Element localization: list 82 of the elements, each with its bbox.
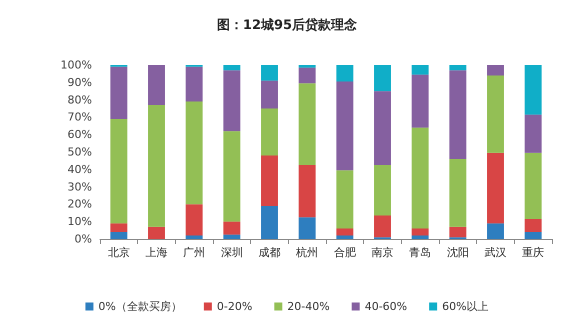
y-tick-label: 50% (68, 146, 92, 158)
y-tick-label: 100% (60, 58, 92, 72)
y-tick-label: 0% (74, 232, 92, 246)
bar (524, 65, 542, 115)
bar (298, 165, 316, 218)
bar (449, 70, 466, 159)
bar (223, 131, 240, 222)
bar (374, 91, 391, 166)
bar (412, 228, 429, 236)
x-tick-label: 广州 (183, 246, 206, 259)
bar (223, 222, 240, 235)
bar (449, 158, 466, 227)
x-tick-label: 成都 (258, 246, 280, 259)
bar (110, 223, 128, 232)
bar (374, 216, 391, 238)
bar (412, 128, 429, 229)
bar (110, 118, 128, 224)
bar (487, 152, 504, 224)
bar (186, 66, 203, 102)
bar (298, 83, 316, 166)
bar (261, 206, 278, 239)
legend-label: 60%以上 (442, 300, 489, 313)
x-tick-label: 武汉 (484, 246, 506, 259)
bar (261, 108, 278, 156)
legend-label: 20-40% (287, 300, 330, 313)
x-tick-label: 杭州 (295, 246, 318, 259)
y-tick-label: 70% (68, 110, 92, 124)
y-tick-label: 90% (68, 76, 92, 89)
bar (487, 65, 504, 76)
bar (487, 75, 504, 153)
bar (412, 65, 429, 75)
bar (487, 223, 504, 239)
bar (524, 218, 542, 232)
bar (298, 68, 316, 84)
bar (524, 114, 542, 153)
bar (412, 74, 429, 128)
bar (223, 65, 240, 70)
x-tick-label: 合肥 (334, 246, 356, 259)
bar (336, 236, 354, 239)
y-tick-label: 30% (68, 180, 92, 194)
x-tick-label: 南京 (372, 246, 394, 259)
legend-label: 0-20% (216, 300, 252, 313)
bar (298, 217, 316, 239)
bar (186, 236, 203, 239)
bar (148, 65, 165, 106)
x-tick-label: 北京 (108, 246, 130, 259)
bar (524, 232, 542, 239)
bar (298, 65, 316, 68)
x-tick-label: 重庆 (522, 246, 544, 259)
bar (524, 152, 542, 219)
bar (336, 82, 354, 170)
bar (148, 105, 165, 227)
bar (110, 232, 128, 239)
bar (449, 226, 466, 238)
bar (261, 155, 278, 206)
x-tick-label: 深圳 (220, 246, 243, 259)
bar (186, 204, 203, 236)
bar (186, 102, 203, 204)
bar (336, 65, 354, 82)
y-tick-label: 80% (68, 93, 92, 106)
bar (336, 228, 354, 236)
y-tick-label: 40% (68, 162, 92, 176)
legend-label: 0%（全款买房） (98, 300, 182, 313)
bar (374, 65, 391, 92)
x-tick-label: 沈阳 (446, 246, 469, 259)
x-tick-label: 青岛 (409, 246, 432, 259)
y-tick-label: 20% (68, 198, 92, 211)
bar (336, 170, 354, 229)
bar (261, 65, 278, 81)
bar (374, 165, 391, 216)
y-tick-label: 10% (68, 215, 92, 228)
chart-title: 图：12城95后贷款理念 (216, 17, 358, 33)
bar (223, 70, 240, 132)
legend-label: 40-60% (364, 300, 408, 313)
bar (449, 65, 466, 70)
y-tick-label: 60% (68, 128, 92, 142)
bar (110, 66, 128, 119)
bar (223, 234, 240, 239)
bar (261, 80, 278, 108)
x-tick-label: 上海 (146, 246, 168, 259)
bar (412, 236, 429, 239)
bar (148, 226, 165, 239)
